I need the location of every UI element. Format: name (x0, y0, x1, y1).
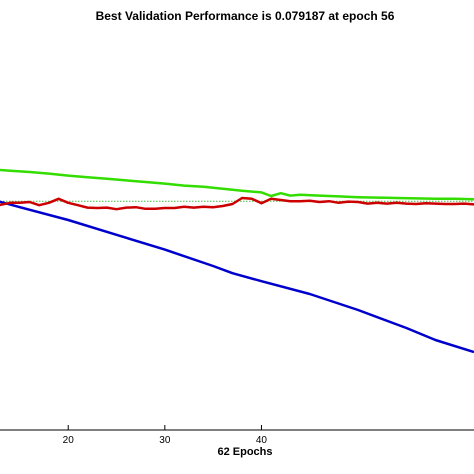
x-tick-label: 30 (159, 435, 171, 446)
x-axis-ticks: 20 30 40 (63, 425, 268, 446)
x-axis-label: 62 Epochs (217, 446, 272, 458)
series-line-2 (0, 196, 474, 211)
x-tick-label: 40 (256, 435, 268, 446)
chart-title: Best Validation Performance is 0.079187 … (96, 9, 395, 23)
series-line-1 (0, 200, 474, 354)
plot-area (0, 168, 474, 431)
series-line-3 (0, 168, 474, 201)
x-tick-label: 20 (63, 435, 75, 446)
